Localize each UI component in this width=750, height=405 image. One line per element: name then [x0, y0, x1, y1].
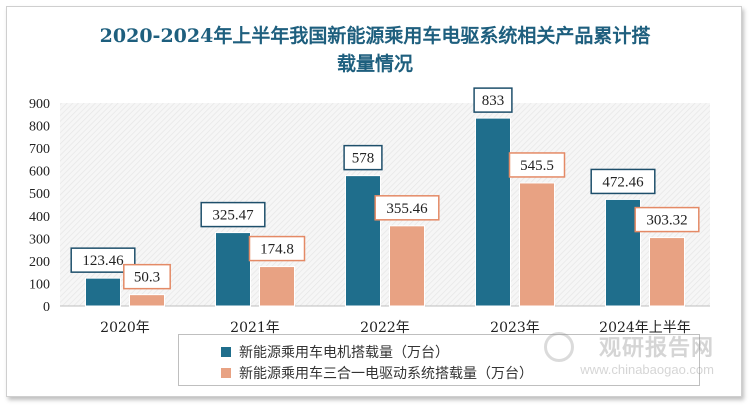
data-label-box [590, 168, 656, 195]
x-tick-label: 2021年 [230, 320, 280, 336]
data-label-box [343, 144, 383, 171]
chart-title-line-2: 载量情况 [336, 53, 413, 75]
watermark-logo-icon [544, 332, 575, 362]
y-tick-label: 400 [29, 210, 50, 225]
data-label-box [123, 263, 171, 290]
data-label-box [473, 87, 513, 113]
data-label: 325.47 [212, 208, 254, 224]
chart-title: 2020-2024年上半年我国新能源乘用车电驱系统相关产品累计搭 载量情况 [0, 22, 750, 78]
y-tick-label: 300 [29, 232, 50, 247]
y-tick-label: 700 [29, 142, 50, 157]
watermark-en: www.chinabaogao.com [580, 362, 714, 377]
y-tick-label: 600 [29, 165, 50, 180]
y-tick-label: 100 [29, 277, 50, 292]
data-label-box [374, 195, 440, 221]
y-tick-label: 200 [29, 255, 50, 270]
y-tick-label: 800 [29, 120, 50, 135]
data-label: 303.32 [646, 213, 687, 229]
y-tick-label: 0 [43, 300, 50, 315]
data-label: 50.3 [134, 270, 160, 286]
data-label: 174.8 [260, 242, 294, 258]
data-label-box [200, 201, 266, 228]
legend-swatch-3in1 [221, 368, 231, 378]
legend-item-3in1: 新能源乘用车三合一电驱动系统搭载量（万台） [221, 363, 533, 383]
chart-title-line-1: 2020-2024年上半年我国新能源乘用车电驱系统相关产品累计搭 [99, 25, 651, 47]
data-label-box [508, 152, 566, 178]
bar [389, 225, 425, 307]
watermark: 观研报告网 www.chinabaogao.com [544, 330, 714, 377]
data-label: 472.46 [602, 174, 644, 190]
legend-label-3in1: 新能源乘用车三合一电驱动系统搭载量（万台） [239, 366, 533, 382]
bar [215, 232, 251, 307]
data-label-box [248, 235, 306, 262]
data-label-box [634, 206, 700, 233]
data-label: 545.5 [520, 158, 554, 174]
legend: 新能源乘用车电机搭载量（万台） 新能源乘用车三合一电驱动系统搭载量（万台） [178, 334, 700, 386]
y-tick-label: 900 [29, 97, 50, 112]
legend-item-motor: 新能源乘用车电机搭载量（万台） [221, 342, 449, 362]
x-tick-label: 2024年上半年 [599, 320, 691, 336]
x-tick-label: 2023年 [490, 320, 540, 336]
x-tick-label: 2022年 [360, 320, 410, 336]
watermark-cn: 观研报告网 [598, 336, 714, 361]
bar [259, 266, 295, 307]
bar [519, 182, 555, 307]
data-label: 578 [352, 151, 375, 167]
y-tick-label: 500 [29, 187, 50, 202]
bar [475, 117, 511, 307]
x-tick-label: 2020年 [100, 320, 150, 336]
data-label: 355.46 [386, 201, 428, 217]
legend-swatch-motor [221, 347, 231, 357]
bar [129, 294, 165, 307]
data-label: 833 [482, 93, 505, 109]
data-label: 123.46 [82, 253, 124, 269]
bar [649, 237, 685, 307]
bar [85, 277, 121, 307]
legend-label-motor: 新能源乘用车电机搭载量（万台） [239, 345, 449, 361]
